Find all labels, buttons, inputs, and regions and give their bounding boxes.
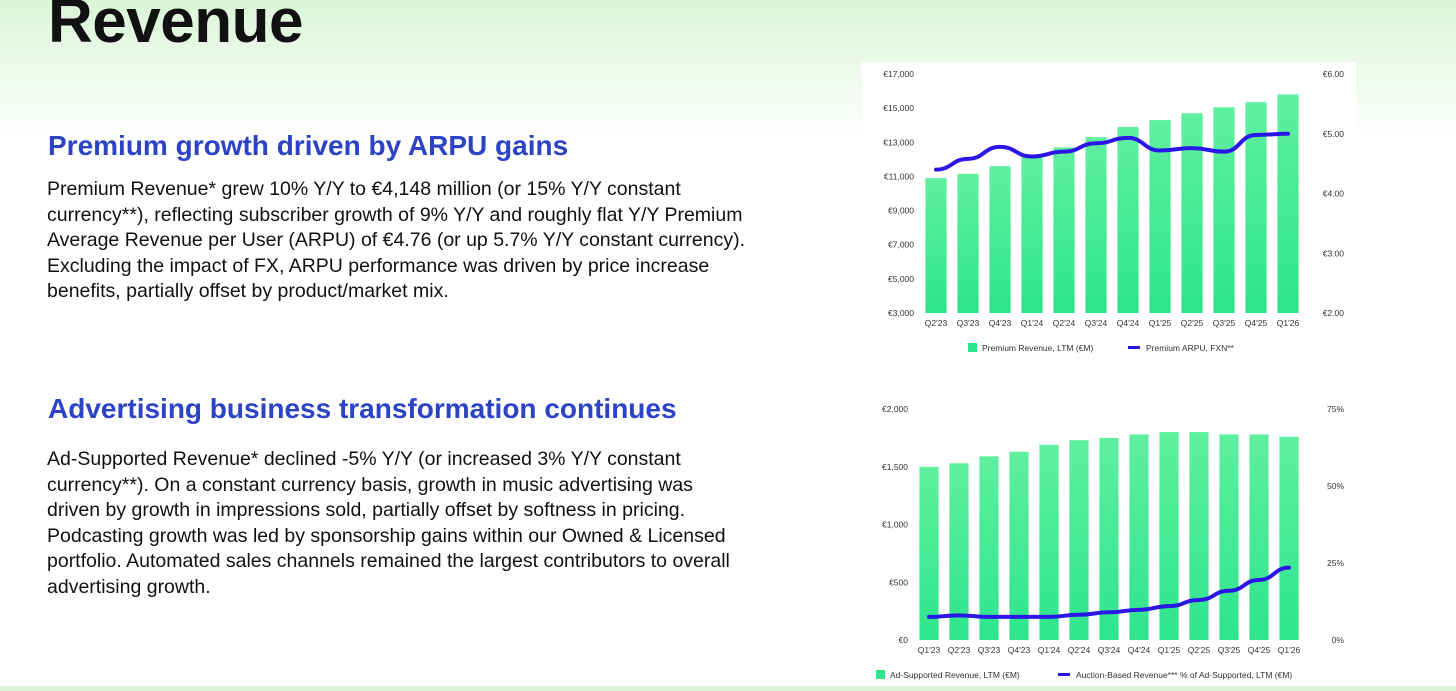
premium-heading: Premium growth driven by ARPU gains — [48, 130, 569, 161]
premium-y-left-tick-label: €3,000 — [888, 308, 914, 318]
premium-y-left-tick-label: €11,000 — [884, 171, 914, 181]
premium-bar — [1277, 94, 1299, 313]
premium-x-tick-label: Q1'26 — [1277, 318, 1300, 328]
adsupported-x-tick-label: Q2'23 — [948, 645, 971, 655]
adsupported-y-left-tick-label: €0 — [899, 635, 909, 645]
premium-bar — [1181, 113, 1203, 313]
adsupported-legend-bar-swatch — [876, 670, 885, 679]
premium-y-left-tick-label: €7,000 — [888, 240, 914, 250]
premium-bar — [1117, 126, 1139, 314]
premium-legend-bar-label: Premium Revenue, LTM (€M) — [982, 343, 1093, 353]
advertising-heading: Advertising business transformation cont… — [48, 393, 677, 424]
premium-y-left-tick-label: €15,000 — [883, 103, 914, 113]
premium-legend-line-label: Premium ARPU, FXN** — [1146, 343, 1235, 353]
adsupported-bar — [949, 463, 969, 640]
adsupported-x-tick-label: Q4'23 — [1008, 645, 1031, 655]
premium-revenue-chart-svg: €3,000 €5,000 €7,000 €9,000 €11,000 €13,000 €1… — [883, 69, 1345, 353]
adsupported-x-tick-label: Q1'26 — [1278, 645, 1301, 655]
premium-y-right-tick-label: €2.00 — [1323, 308, 1345, 318]
premium-bar — [1021, 155, 1043, 313]
adsupported-bar — [1099, 437, 1119, 640]
adsupported-x-tick-label: Q1'23 — [918, 645, 941, 655]
premium-y-right-tick-label: €4.00 — [1323, 189, 1345, 199]
premium-x-tick-label: Q1'24 — [1021, 318, 1044, 328]
premium-bar — [1213, 107, 1235, 313]
premium-x-tick-label: Q4'25 — [1245, 318, 1268, 328]
premium-bar — [1245, 102, 1267, 313]
adsupported-bar — [1009, 451, 1029, 640]
premium-y-right-tick-label: €6.00 — [1323, 69, 1345, 79]
adsupported-x-tick-label: Q1'25 — [1158, 645, 1181, 655]
premium-legend-bar-swatch — [968, 343, 977, 352]
premium-x-tick-label: Q2'25 — [1181, 318, 1204, 328]
adsupported-y-left-tick-label: €500 — [889, 577, 908, 587]
adsupported-y-right-tick-label: 75% — [1327, 404, 1344, 414]
premium-bar — [989, 166, 1011, 313]
premium-x-tick-label: Q3'23 — [957, 318, 980, 328]
premium-y-left-tick-label: €13,000 — [883, 137, 914, 147]
adsupported-x-tick-label: Q4'25 — [1248, 645, 1271, 655]
adsupported-bar — [1219, 434, 1239, 640]
premium-x-tick-label: Q3'25 — [1213, 318, 1236, 328]
adsupported-line-series — [927, 565, 1291, 619]
adsupported-bar — [979, 456, 999, 640]
adsupported-y-left-tick-label: €1,500 — [882, 462, 908, 472]
adsupported-x-tick-label: Q4'24 — [1128, 645, 1151, 655]
premium-revenue-chart: €3,000 €5,000 €7,000 €9,000 €11,000 €13,000 €1… — [862, 62, 1356, 362]
premium-y-left-tick-label: €5,000 — [888, 274, 914, 284]
adsupported-bar — [1069, 440, 1089, 640]
premium-x-tick-label: Q1'25 — [1149, 318, 1172, 328]
adsupported-x-tick-label: Q3'23 — [978, 645, 1001, 655]
adsupported-bar — [919, 466, 939, 640]
premium-line-series — [934, 131, 1290, 172]
adsupported-bar — [1039, 444, 1059, 640]
adsupported-x-tick-label: Q2'24 — [1068, 645, 1091, 655]
premium-body-text: Premium Revenue* grew 10% Y/Y to €4,148 … — [47, 178, 746, 302]
premium-bar — [1149, 120, 1171, 313]
ad-supported-revenue-chart: €0 €500 €1,000 €1,500 €2,000 0% 25% 50% 75% Q1'23… — [862, 392, 1356, 686]
adsupported-y-left-tick-label: €2,000 — [882, 404, 908, 414]
premium-y-left-tick-label: €17,000 — [883, 69, 914, 79]
premium-x-tick-label: Q4'24 — [1117, 318, 1140, 328]
adsupported-legend-line-label: Auction-Based Revenue*** % of Ad-Support… — [1076, 670, 1292, 680]
adsupported-bar — [1189, 432, 1209, 640]
adsupported-bar — [1159, 432, 1179, 640]
premium-x-tick-label: Q3'24 — [1085, 318, 1108, 328]
adsupported-x-tick-label: Q2'25 — [1188, 645, 1211, 655]
advertising-body-text: Ad-Supported Revenue* declined -5% Y/Y (… — [47, 448, 730, 598]
premium-bar — [957, 173, 979, 313]
premium-bar — [1053, 147, 1075, 313]
adsupported-x-tick-label: Q1'24 — [1038, 645, 1061, 655]
adsupported-y-right-tick-label: 25% — [1327, 558, 1344, 568]
premium-x-tick-label: Q4'23 — [989, 318, 1012, 328]
premium-x-tick-label: Q2'24 — [1053, 318, 1076, 328]
premium-y-right-tick-label: €3.00 — [1323, 248, 1345, 258]
adsupported-bar — [1249, 434, 1269, 640]
adsupported-bar — [1279, 436, 1299, 640]
adsupported-y-right-tick-label: 50% — [1327, 481, 1344, 491]
adsupported-x-tick-label: Q3'25 — [1218, 645, 1241, 655]
adsupported-y-right-tick-label: 0% — [1332, 635, 1345, 645]
ad-supported-revenue-chart-svg: €0 €500 €1,000 €1,500 €2,000 0% 25% 50% 75% Q1'23… — [876, 404, 1345, 680]
premium-bar — [1085, 137, 1107, 313]
premium-y-right-tick-label: €5.00 — [1323, 129, 1345, 139]
premium-bar — [925, 178, 947, 313]
adsupported-legend-bar-label: Ad-Supported Revenue, LTM (€M) — [890, 670, 1020, 680]
premium-x-tick-label: Q2'23 — [925, 318, 948, 328]
adsupported-bar — [1129, 434, 1149, 640]
adsupported-y-left-tick-label: €1,000 — [882, 520, 908, 530]
adsupported-x-tick-label: Q3'24 — [1098, 645, 1121, 655]
page-title: Revenue — [48, 0, 303, 56]
premium-y-left-tick-label: €9,000 — [888, 206, 914, 216]
